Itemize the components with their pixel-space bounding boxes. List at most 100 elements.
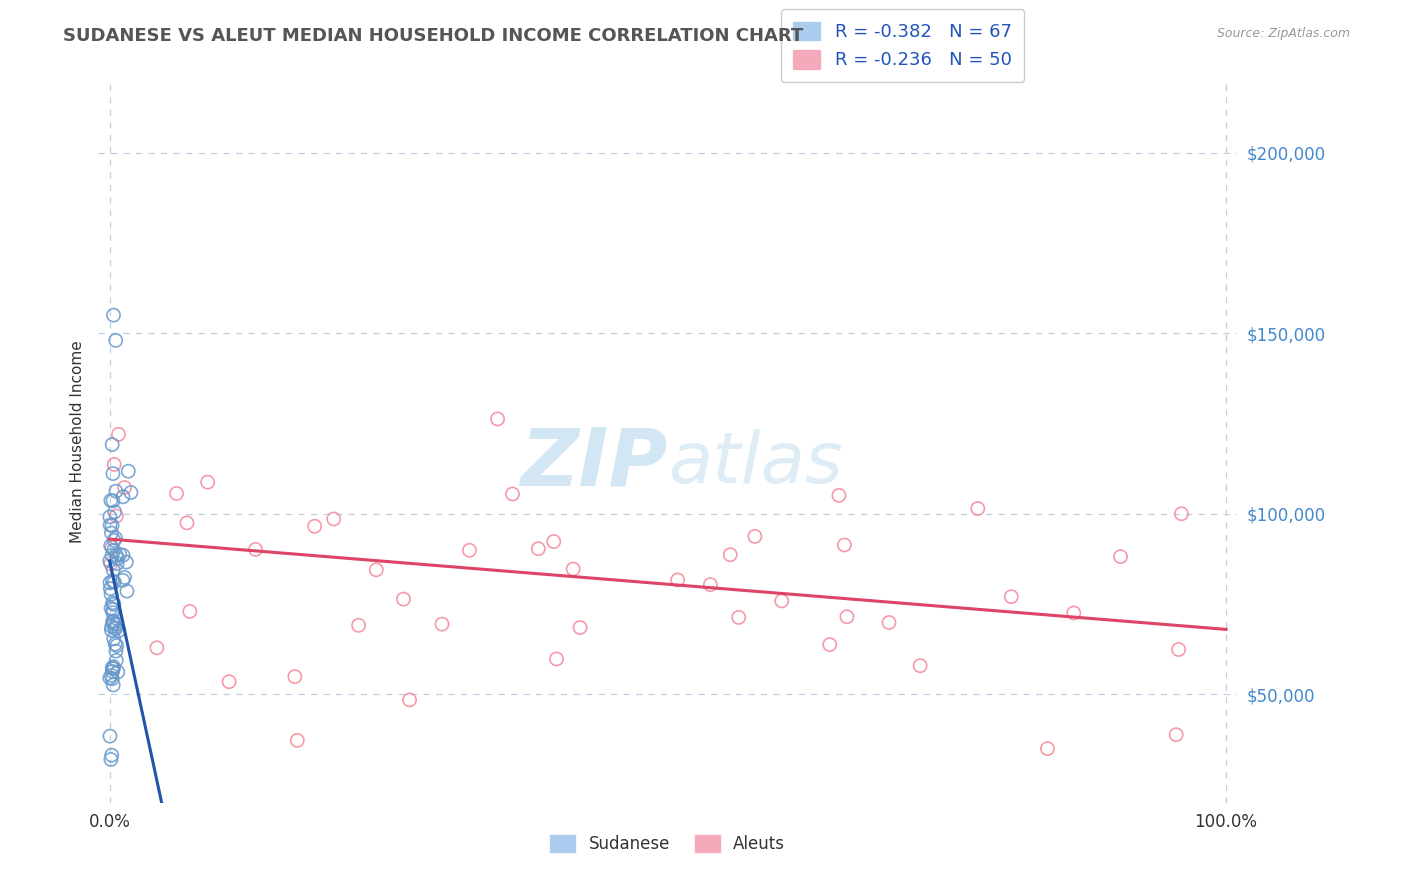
Point (546, 652, 568, 666)
Point (527, 541, 550, 556)
Point (105, 639, 128, 653)
Point (100, 587, 122, 601)
Point (666, 573, 689, 587)
Point (101, 574, 124, 589)
Point (120, 485, 142, 500)
Point (100, 619, 122, 633)
Point (98, 554, 121, 568)
Point (966, 501, 988, 516)
Point (835, 609, 858, 624)
Text: Source: ZipAtlas.com: Source: ZipAtlas.com (1216, 27, 1350, 40)
Point (197, 475, 219, 489)
Point (101, 596, 124, 610)
Point (502, 487, 524, 501)
Legend: Sudanese, Aleuts: Sudanese, Aleuts (544, 828, 792, 860)
Point (104, 621, 127, 635)
Point (100, 493, 122, 508)
Point (1167, 642, 1189, 657)
Point (1170, 507, 1192, 521)
Text: atlas: atlas (668, 429, 842, 498)
Point (322, 512, 344, 526)
Point (105, 557, 128, 571)
Point (101, 493, 124, 508)
Text: ZIP: ZIP (520, 425, 668, 502)
Point (100, 582, 122, 596)
Point (117, 464, 139, 478)
Point (562, 562, 585, 576)
Point (101, 661, 124, 675)
Point (770, 594, 793, 608)
Point (100, 668, 122, 682)
Point (828, 488, 851, 502)
Point (727, 610, 749, 624)
Point (103, 615, 125, 629)
Point (103, 662, 125, 676)
Point (101, 606, 124, 620)
Point (569, 620, 592, 634)
Point (146, 640, 169, 655)
Point (103, 533, 125, 548)
Point (103, 458, 125, 472)
Point (101, 467, 124, 481)
Point (105, 653, 128, 667)
Point (176, 516, 198, 530)
Point (100, 752, 122, 766)
Point (877, 615, 900, 630)
Text: SUDANESE VS ALEUT MEDIAN HOUSEHOLD INCOME CORRELATION CHART: SUDANESE VS ALEUT MEDIAN HOUSEHOLD INCOM… (63, 27, 803, 45)
Point (100, 539, 122, 553)
Point (115, 555, 138, 569)
Point (1063, 606, 1085, 620)
Point (111, 574, 134, 588)
Point (108, 548, 131, 562)
Point (245, 542, 267, 557)
Point (366, 563, 388, 577)
Point (103, 308, 125, 322)
Point (111, 490, 134, 504)
Point (103, 543, 125, 558)
Point (103, 597, 125, 611)
Point (115, 584, 138, 599)
Point (101, 614, 124, 628)
Point (98, 729, 121, 743)
Point (284, 670, 307, 684)
Point (103, 616, 125, 631)
Point (1000, 590, 1022, 604)
Point (166, 486, 188, 500)
Point (486, 412, 509, 426)
Point (100, 623, 122, 637)
Point (104, 505, 127, 519)
Point (101, 437, 124, 451)
Point (179, 604, 201, 618)
Point (101, 549, 124, 563)
Point (103, 659, 125, 673)
Point (392, 592, 415, 607)
Point (1109, 549, 1132, 564)
Point (103, 678, 125, 692)
Point (718, 548, 741, 562)
Point (304, 519, 326, 533)
Point (107, 624, 129, 638)
Point (111, 548, 134, 562)
Point (347, 618, 370, 632)
Point (699, 577, 721, 591)
Point (398, 693, 420, 707)
Point (107, 665, 129, 679)
Point (105, 484, 128, 499)
Point (98, 518, 121, 533)
Point (107, 427, 129, 442)
Point (744, 529, 766, 543)
Point (114, 481, 136, 495)
Point (101, 665, 124, 679)
Point (218, 674, 240, 689)
Point (285, 733, 308, 747)
Point (104, 622, 127, 636)
Point (103, 632, 125, 646)
Point (101, 541, 124, 555)
Point (818, 638, 841, 652)
Point (101, 602, 124, 616)
Point (1036, 741, 1059, 756)
Point (105, 616, 128, 631)
Point (104, 644, 127, 658)
Point (114, 570, 136, 584)
Point (101, 518, 124, 533)
